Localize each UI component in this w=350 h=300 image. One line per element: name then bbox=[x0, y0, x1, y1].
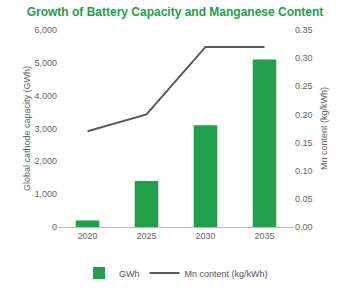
svg-text:6,000: 6,000 bbox=[34, 25, 57, 35]
svg-text:2025: 2025 bbox=[136, 231, 156, 241]
svg-text:2035: 2035 bbox=[254, 231, 274, 241]
svg-text:2030: 2030 bbox=[195, 231, 215, 241]
svg-text:0: 0 bbox=[52, 222, 57, 232]
svg-text:2,000: 2,000 bbox=[34, 156, 57, 166]
svg-text:2020: 2020 bbox=[77, 231, 97, 241]
svg-text:4,000: 4,000 bbox=[34, 91, 57, 101]
svg-text:Global cathode capacity (GWh): Global cathode capacity (GWh) bbox=[22, 66, 32, 191]
svg-text:5,000: 5,000 bbox=[34, 58, 57, 68]
svg-text:Growth of Battery Capacity and: Growth of Battery Capacity and Manganese… bbox=[27, 5, 324, 19]
svg-text:1,000: 1,000 bbox=[34, 189, 57, 199]
svg-text:0.20: 0.20 bbox=[295, 110, 313, 120]
svg-text:0.05: 0.05 bbox=[295, 194, 313, 204]
svg-text:0.35: 0.35 bbox=[295, 25, 313, 35]
svg-text:0.00: 0.00 bbox=[295, 222, 313, 232]
svg-text:Mn content (kg/kWh): Mn content (kg/kWh) bbox=[185, 269, 268, 279]
svg-text:GWh: GWh bbox=[119, 269, 140, 279]
svg-text:Mn content (kg/kWh): Mn content (kg/kWh) bbox=[319, 87, 329, 170]
svg-text:3,000: 3,000 bbox=[34, 124, 57, 134]
svg-text:0.25: 0.25 bbox=[295, 81, 313, 91]
svg-text:0.30: 0.30 bbox=[295, 53, 313, 63]
svg-text:0.10: 0.10 bbox=[295, 166, 313, 176]
svg-text:0.15: 0.15 bbox=[295, 138, 313, 148]
